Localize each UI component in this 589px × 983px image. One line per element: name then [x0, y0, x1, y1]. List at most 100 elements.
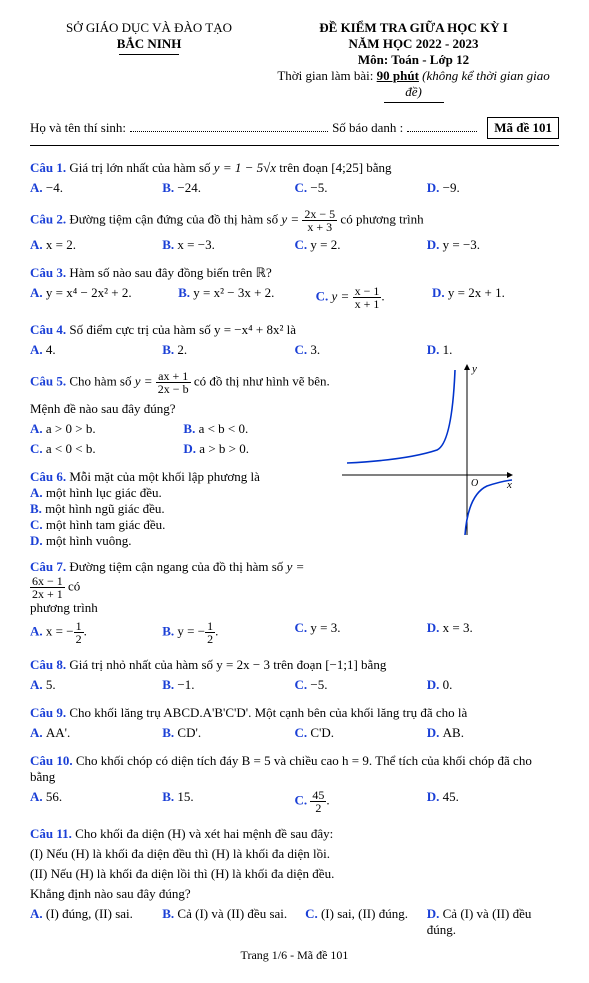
choice-c: −5. [310, 180, 327, 195]
choice-b: −1. [177, 677, 194, 692]
question-text-b: có [65, 578, 81, 593]
formula: y = [281, 211, 302, 226]
exam-title: ĐỀ KIỂM TRA GIỮA HỌC KỲ I [268, 20, 559, 36]
choice-c: y = [332, 288, 353, 303]
statement-2: (II) Nếu (H) là khối đa diện lồi thì (H)… [30, 866, 559, 882]
choice-d: −9. [443, 180, 460, 195]
choice-d: 45. [443, 789, 459, 804]
choice-d: một hình vuông. [46, 533, 132, 548]
question-1: Câu 1. Giá trị lớn nhất của hàm số y = 1… [30, 160, 559, 198]
y-label: y [471, 363, 477, 375]
origin-label: O [471, 478, 478, 489]
choice-b: y = x² − 3x + 2. [193, 285, 274, 300]
choice-c: C'D. [310, 725, 334, 740]
choice-c: −5. [310, 677, 327, 692]
choice-a: y = x⁴ − 2x² + 2. [46, 285, 132, 300]
choice-d: y = −3. [443, 237, 480, 252]
exam-title-block: ĐỀ KIỂM TRA GIỮA HỌC KỲ I NĂM HỌC 2022 -… [268, 20, 559, 105]
choice-a: x = 2. [46, 237, 76, 252]
question-text: Hàm số nào sau đây đồng biến trên ℝ? [66, 265, 272, 280]
choice-c: một hình tam giác đều. [46, 517, 166, 532]
choice-a: AA'. [46, 725, 70, 740]
denominator: x + 1 [353, 298, 382, 310]
choice-d: 0. [443, 677, 453, 692]
choice-c: 452 [310, 789, 326, 814]
exam-subject: Môn: Toán - Lớp 12 [268, 52, 559, 68]
choice-a-pre: x = − [46, 623, 74, 638]
question-number: Câu 1. [30, 160, 66, 175]
choice-d: 1. [443, 342, 453, 357]
question-number: Câu 11. [30, 826, 72, 841]
sbd-field[interactable] [407, 121, 477, 132]
fraction: 2x − 5x + 3 [302, 208, 337, 233]
prompt: Khẳng định nào sau đây đúng? [30, 886, 559, 902]
formula: y = 1 − 5√x [214, 160, 276, 175]
question-7: Câu 7. Đường tiệm cận ngang của đồ thị h… [30, 559, 337, 600]
question-number: Câu 4. [30, 322, 66, 337]
question-text-b: có đồ thị như hình vẽ bên. [191, 373, 330, 388]
choice-a: 56. [46, 789, 62, 804]
question-text: Giá trị nhỏ nhất của hàm số y = 2x − 3 t… [66, 657, 386, 672]
choice-a: a > 0 > b. [46, 421, 96, 436]
exam-year: NĂM HỌC 2022 - 2023 [268, 36, 559, 52]
question-number: Câu 7. [30, 559, 66, 574]
choice-b: 2. [177, 342, 187, 357]
question-number: Câu 2. [30, 211, 66, 226]
choice-b-pre: y = − [177, 623, 205, 638]
choice-b: Cả (I) và (II) đều sai. [177, 906, 287, 921]
duration-suffix: (không kể thời gian giao đề) [405, 68, 549, 99]
question-11: Câu 11. Cho khối đa diện (H) và xét hai … [30, 826, 559, 940]
prompt: Mệnh đề nào sau đây đúng? [30, 401, 337, 417]
question-7-line2: phương trình [30, 600, 559, 616]
sbd-label: Số báo danh : [332, 120, 403, 136]
question-4: Câu 4. Số điểm cực trị của hàm số y = −x… [30, 322, 559, 360]
denominator: 2x − b [156, 383, 191, 395]
question-text-b: có phương trình [337, 211, 424, 226]
exam-code-badge: Mã đề 101 [487, 117, 559, 139]
choice-a: một hình lục giác đều. [46, 485, 162, 500]
question-text: Số điểm cực trị của hàm số y = −x⁴ + 8x²… [66, 322, 296, 337]
question-6: Câu 6. Mỗi mặt của một khối lập phương l… [30, 469, 337, 549]
question-number: Câu 3. [30, 265, 66, 280]
duration-prefix: Thời gian làm bài: [277, 68, 376, 83]
exam-duration: Thời gian làm bài: 90 phút (không kể thờ… [268, 68, 559, 100]
choice-a: −4. [46, 180, 63, 195]
question-text: Đường tiệm cận đứng của đồ thị hàm số [66, 211, 281, 226]
choice-label: C. [295, 180, 311, 195]
choice-b: x = −3. [177, 237, 214, 252]
choice-b: CD'. [177, 725, 201, 740]
choice-b: −24. [177, 180, 201, 195]
function-graph: x y O [337, 360, 517, 540]
choice-a: (I) đúng, (II) sai. [46, 906, 133, 921]
org-block: SỞ GIÁO DỤC VÀ ĐÀO TẠO BẮC NINH [30, 20, 268, 105]
question-number: Câu 9. [30, 705, 66, 720]
choice-label: B. [162, 180, 177, 195]
question-2: Câu 2. Đường tiệm cận đứng của đồ thị hà… [30, 208, 559, 255]
question-3: Câu 3. Hàm số nào sau đây đồng biến trên… [30, 265, 559, 312]
graph-panel: x y O [337, 360, 559, 600]
org-line1: SỞ GIÁO DỤC VÀ ĐÀO TẠO [30, 20, 268, 36]
choice-c: y = 3. [310, 620, 340, 635]
choice-c: 3. [310, 342, 320, 357]
choice-b: a < b < 0. [199, 421, 249, 436]
question-10: Câu 10. Cho khối chóp có diện tích đáy B… [30, 753, 559, 816]
choice-d: AB. [443, 725, 464, 740]
curve-left [347, 370, 455, 463]
choice-d: y = 2x + 1. [448, 285, 505, 300]
divider-icon [119, 54, 179, 55]
question-5: Câu 5. Cho hàm số y = ax + 12x − b có đồ… [30, 370, 337, 459]
org-line2: BẮC NINH [30, 36, 268, 52]
question-text: Cho khối lăng trụ ABCD.A'B'C'D'. Một cạn… [66, 705, 467, 720]
name-label: Họ và tên thí sinh: [30, 120, 126, 136]
choice-d: a > b > 0. [199, 441, 249, 456]
choice-c: a < 0 < b. [46, 441, 96, 456]
name-field[interactable] [130, 121, 328, 132]
choice-b: 15. [177, 789, 193, 804]
choice-label: D. [427, 180, 443, 195]
choice-d: x = 3. [443, 620, 473, 635]
choice-label: A. [30, 180, 46, 195]
choice-b: một hình ngũ giác đều. [45, 501, 165, 516]
question-text: Mỗi mặt của một khối lập phương là [66, 469, 260, 484]
q5-q6-row: Câu 5. Cho hàm số y = ax + 12x − b có đồ… [30, 360, 559, 600]
choices: A. −4. B. −24. C. −5. D. −9. [30, 178, 559, 198]
